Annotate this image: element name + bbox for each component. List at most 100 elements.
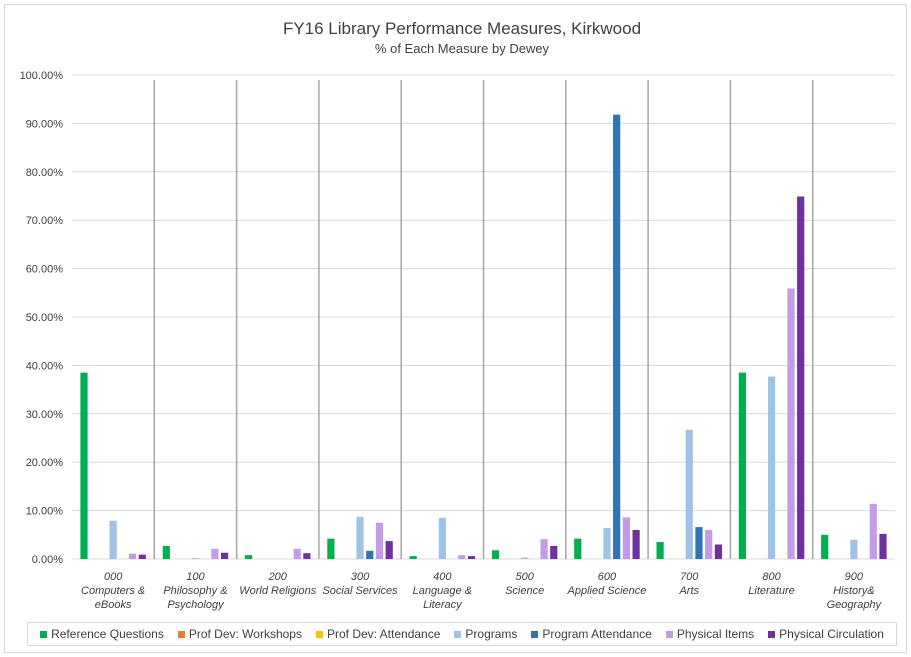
bar-program-attendance	[613, 114, 621, 560]
legend-item: Prof Dev: Workshops	[177, 627, 302, 641]
bar-programs	[356, 516, 364, 559]
category-label: Language &	[413, 585, 472, 597]
legend-swatch	[768, 630, 776, 638]
legend-label: Prof Dev: Attendance	[326, 627, 441, 641]
bar-physical-items	[293, 548, 301, 559]
legend-swatch	[531, 630, 539, 638]
bar-physical-circulation	[303, 553, 311, 559]
legend-item: Reference Questions	[40, 627, 164, 641]
legend-item: Program Attendance	[531, 627, 652, 641]
bar-programs	[850, 539, 858, 559]
legend-item: Prof Dev: Attendance	[315, 627, 441, 641]
category-label: Applied Science	[567, 585, 647, 597]
bar-programs	[603, 528, 611, 559]
legend-swatch	[665, 630, 673, 638]
bar-programs	[767, 376, 776, 559]
bar-program-attendance	[366, 550, 374, 559]
x-axis-labels: 000 Computers & eBooks 100 Philosophy & Psych…	[81, 571, 883, 611]
category-label: 800	[762, 571, 781, 583]
category-label: Literacy	[423, 599, 463, 611]
y-tick-label: 80.00%	[26, 167, 64, 179]
chart-subtitle: % of Each Measure by Dewey	[375, 41, 550, 56]
bar-physical-items	[705, 529, 713, 559]
y-tick-label: 40.00%	[26, 360, 64, 372]
y-tick-label: 100.00%	[20, 70, 64, 82]
bar-reference-questions	[738, 372, 746, 559]
category-label: 000	[104, 571, 123, 583]
bar-reference-questions	[491, 550, 500, 559]
category-label: History&	[833, 585, 875, 597]
bar-physical-circulation	[385, 541, 393, 559]
bar-programs	[438, 517, 446, 559]
bar-reference-questions	[821, 534, 829, 559]
bar-reference-questions	[245, 555, 253, 559]
y-tick-label: 60.00%	[26, 264, 64, 276]
legend-swatch	[177, 630, 185, 638]
category-label: World Religions	[239, 585, 317, 597]
legend-item: Programs	[454, 627, 517, 641]
bar-physical-items	[787, 288, 795, 559]
y-axis-ticks: 0.00% 10.00% 20.00% 30.00% 40.00% 50.00% 60.00…	[20, 70, 64, 566]
chart-frame: FY16 Library Performance Measures, Kirkw…	[4, 4, 907, 653]
category-label: Philosophy &	[163, 585, 227, 597]
bar-programs	[521, 557, 529, 559]
bar-reference-questions	[409, 556, 417, 559]
bar-physical-items	[458, 555, 466, 559]
y-tick-label: 30.00%	[26, 409, 64, 421]
bar-programs	[191, 558, 200, 559]
bar-physical-items	[540, 539, 548, 559]
legend-label: Program Attendance	[542, 627, 652, 641]
y-tick-label: 10.00%	[26, 506, 64, 518]
legend-item: Physical Circulation	[768, 627, 884, 641]
category-label: Science	[505, 585, 544, 597]
category-label: 900	[845, 571, 864, 583]
chart: FY16 Library Performance Measures, Kirkw…	[20, 19, 895, 611]
category-label: Geography	[827, 599, 883, 611]
bar-reference-questions	[80, 372, 88, 559]
category-label: Social Services	[322, 585, 398, 597]
category-label: 400	[433, 571, 452, 583]
bar-physical-circulation	[550, 545, 558, 559]
bar-programs	[109, 520, 117, 559]
category-label: eBooks	[95, 599, 132, 611]
category-label: Psychology	[167, 599, 225, 611]
category-label: 100	[186, 571, 205, 583]
bar-program-attendance	[695, 527, 703, 559]
bar-physical-circulation	[714, 544, 722, 559]
legend-swatch	[315, 630, 323, 638]
bar-physical-circulation	[138, 554, 146, 559]
category-label: 500	[515, 571, 534, 583]
category-separators	[153, 80, 814, 559]
bar-physical-circulation	[467, 556, 476, 559]
y-tick-label: 50.00%	[26, 312, 64, 324]
category-label: Computers &	[81, 585, 145, 597]
y-tick-label: 20.00%	[26, 457, 64, 469]
bar-programs	[685, 429, 693, 559]
y-tick-label: 90.00%	[26, 118, 64, 130]
bar-reference-questions	[574, 538, 582, 559]
legend-item: Physical Items	[665, 627, 754, 641]
bar-reference-questions	[656, 542, 664, 559]
bar-physical-circulation	[879, 533, 887, 559]
bar-reference-questions	[162, 545, 170, 559]
chart-title: FY16 Library Performance Measures, Kirkw…	[283, 19, 641, 38]
legend-label: Reference Questions	[51, 627, 164, 641]
category-label: Literature	[748, 585, 794, 597]
legend-label: Programs	[465, 627, 518, 641]
y-tick-label: 0.00%	[32, 554, 63, 566]
bar-physical-circulation	[221, 552, 229, 559]
legend-swatch	[40, 630, 48, 638]
bars	[80, 114, 887, 560]
category-label: Arts	[678, 585, 699, 597]
category-label: 700	[680, 571, 699, 583]
bar-physical-items	[128, 553, 137, 559]
bar-physical-items	[622, 517, 630, 559]
category-label: 200	[268, 571, 288, 583]
bar-physical-circulation	[632, 529, 640, 559]
legend: Reference Questions Prof Dev: Workshops Pr…	[27, 622, 897, 646]
bar-physical-items	[211, 548, 219, 559]
category-label: 600	[598, 571, 617, 583]
bar-physical-circulation	[797, 196, 805, 559]
bar-physical-items	[869, 503, 877, 559]
legend-swatch	[454, 630, 462, 638]
